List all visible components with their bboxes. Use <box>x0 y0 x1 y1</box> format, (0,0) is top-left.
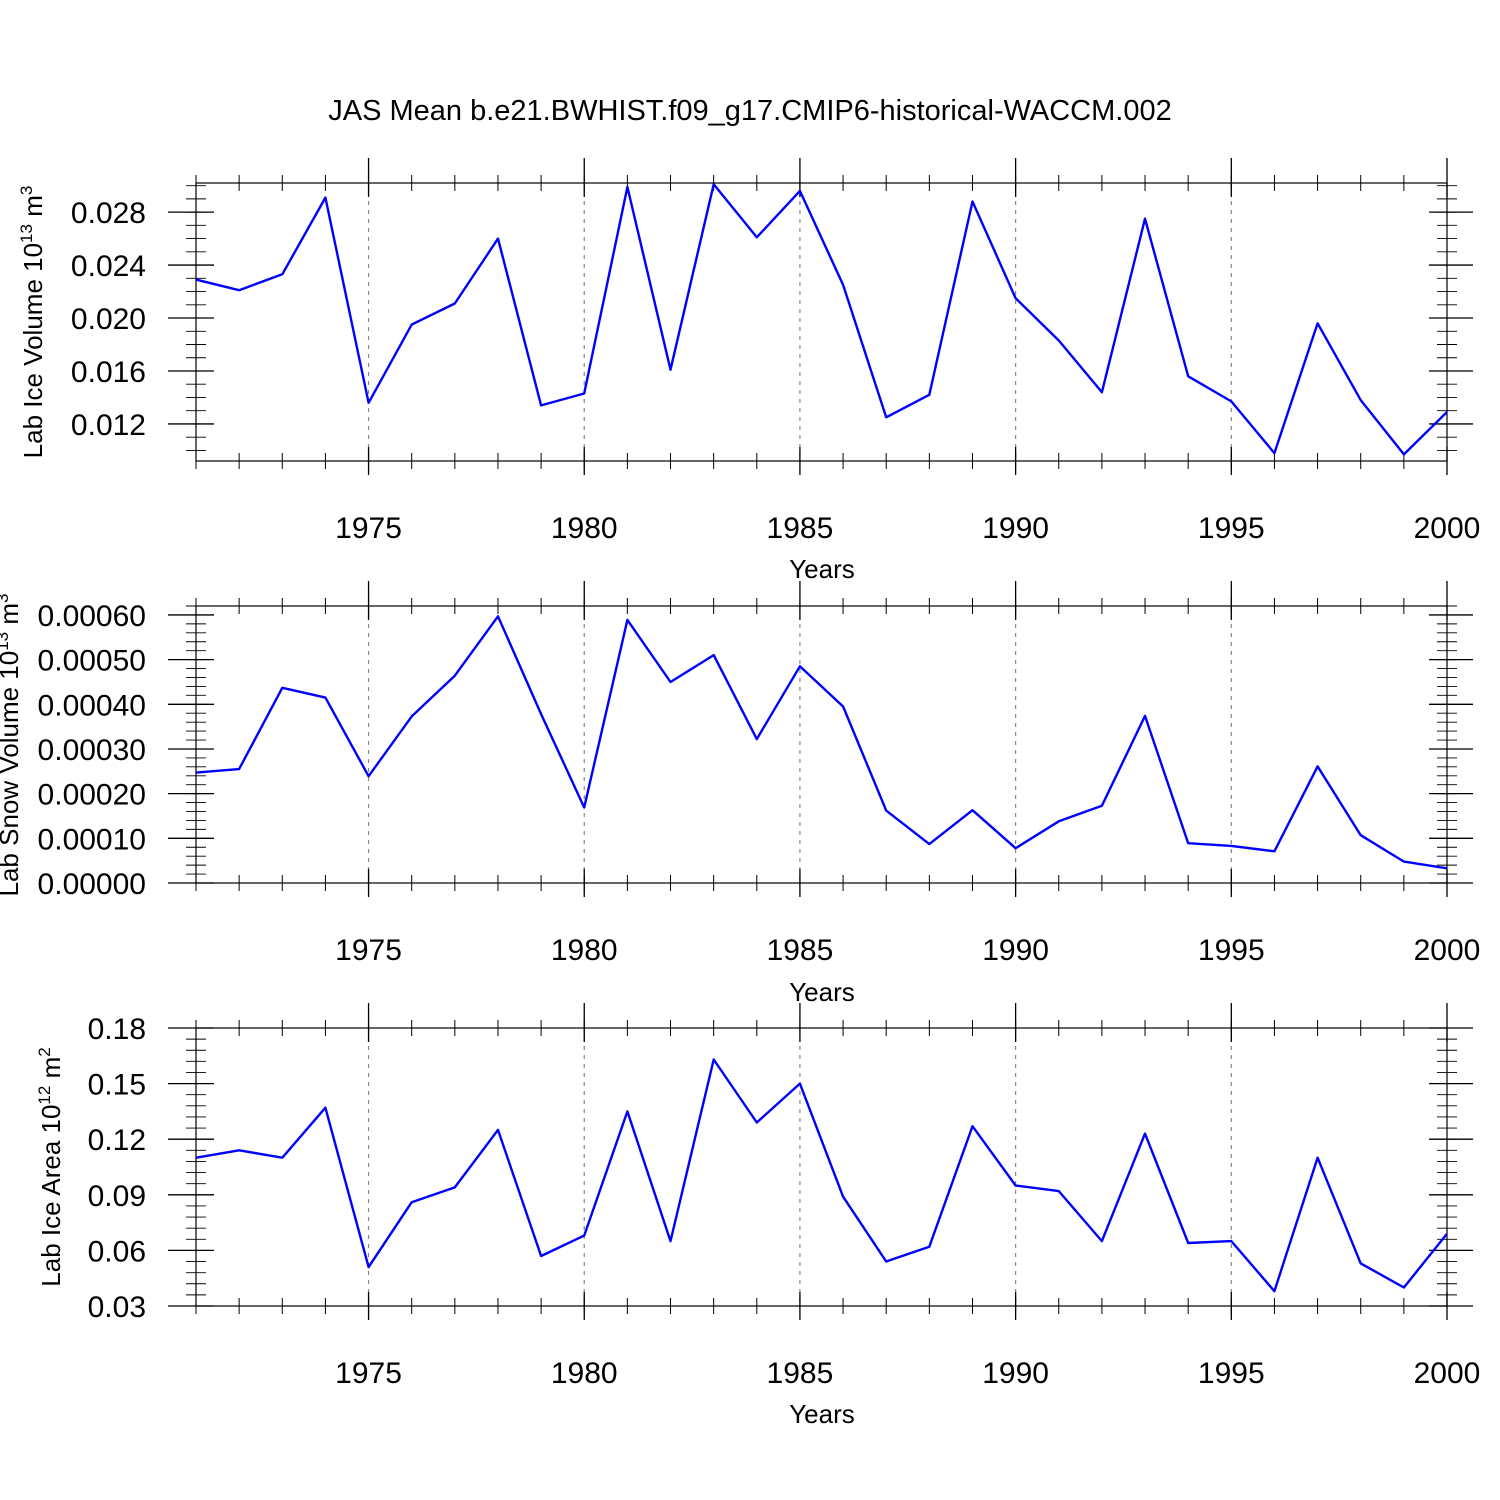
x-tick-label: 1990 <box>982 1357 1049 1390</box>
vertical-gridlines <box>367 183 1232 461</box>
y-tick-label: 0.012 <box>71 409 146 442</box>
y-axis-title: Lab Ice Volume 1013 m3 <box>17 186 48 459</box>
plot-frame <box>195 605 1448 884</box>
y-tick-label: 0.06 <box>88 1235 146 1268</box>
series-line-lab-snow-volume <box>196 615 1447 870</box>
x-tick-label: 1985 <box>767 512 834 545</box>
series-line-lab-ice-area <box>196 1058 1447 1293</box>
y-axis-title: Lab Ice Area 1012 m2 <box>35 1047 66 1286</box>
y-axis-title: Lab Snow Volume 1013 m3 <box>0 593 24 896</box>
y-tick-label: 0.016 <box>71 356 146 389</box>
x-tick-label: 1975 <box>335 1357 402 1390</box>
x-tick-label: 1975 <box>335 512 402 545</box>
y-tick-label: 0.00020 <box>38 779 146 812</box>
x-axis-title: Years <box>789 554 855 584</box>
x-tick-label: 1985 <box>767 934 834 967</box>
series-line-lab-ice-volume <box>196 183 1447 456</box>
x-tick-labels: 1975 1980 1985 1990 1995 2000 <box>335 934 1480 967</box>
y-tick-label: 0.15 <box>88 1069 146 1102</box>
y-tick-label: 0.020 <box>71 303 146 336</box>
x-tick-label: 2000 <box>1414 1357 1481 1390</box>
y-tick-label: 0.00040 <box>38 689 146 722</box>
y-tick-label: 0.00010 <box>38 823 146 856</box>
y-tick-label: 0.09 <box>88 1180 146 1213</box>
x-tick-label: 1990 <box>982 512 1049 545</box>
plot-frame <box>195 1027 1448 1307</box>
x-tick-label: 1995 <box>1198 512 1265 545</box>
x-axis-title: Years <box>789 1399 855 1429</box>
y-tick-label: 0.00030 <box>38 734 146 767</box>
y-tick-label: 0.12 <box>88 1124 146 1157</box>
x-tick-labels: 1975 1980 1985 1990 1995 2000 <box>335 512 1480 545</box>
y-tick-label: 0.028 <box>71 197 146 230</box>
figure-title: JAS Mean b.e21.BWHIST.f09_g17.CMIP6-hist… <box>328 95 1171 127</box>
x-tick-label: 1980 <box>551 1357 618 1390</box>
y-tick-label: 0.18 <box>88 1013 146 1046</box>
x-axis-title: Years <box>789 977 855 1007</box>
y-tick-label: 0.00060 <box>38 600 146 633</box>
x-tick-label: 1980 <box>551 934 618 967</box>
plot-frame <box>195 182 1448 462</box>
y-tick-labels: 0.03 0.06 0.09 0.12 0.15 0.18 <box>88 1013 146 1324</box>
x-tick-label: 1995 <box>1198 934 1265 967</box>
panel-lab-ice-volume: 1975 1980 1985 1990 1995 2000 0.012 0.016 0.020… <box>17 158 1480 584</box>
x-tick-label: 1975 <box>335 934 402 967</box>
x-tick-label: 1995 <box>1198 1357 1265 1390</box>
panel-lab-snow-volume: 1975 1980 1985 1990 1995 2000 0.000000.000100… <box>0 581 1480 1007</box>
x-tick-label: 2000 <box>1414 512 1481 545</box>
y-tick-label: 0.03 <box>88 1291 146 1324</box>
x-tick-label: 1985 <box>767 1357 834 1390</box>
x-tick-label: 1980 <box>551 512 618 545</box>
x-tick-label: 2000 <box>1414 934 1481 967</box>
panel-lab-ice-area: 1975 1980 1985 1990 1995 2000 0.03 0.06 0.09 0.1… <box>35 1003 1480 1429</box>
vertical-gridlines <box>367 606 1232 883</box>
vertical-gridlines <box>367 1028 1232 1306</box>
y-tick-labels: 0.00000 0.00010 0.00020 0.00030 0.00040 0.000… <box>38 600 146 901</box>
x-tick-label: 1990 <box>982 934 1049 967</box>
y-tick-label: 0.00000 <box>38 868 146 901</box>
x-tick-labels: 1975 1980 1985 1990 1995 2000 <box>335 1357 1480 1390</box>
y-tick-label: 0.00050 <box>38 645 146 678</box>
y-tick-label: 0.024 <box>71 250 146 283</box>
y-tick-labels: 0.012 0.016 0.020 0.024 0.028 <box>71 197 146 442</box>
